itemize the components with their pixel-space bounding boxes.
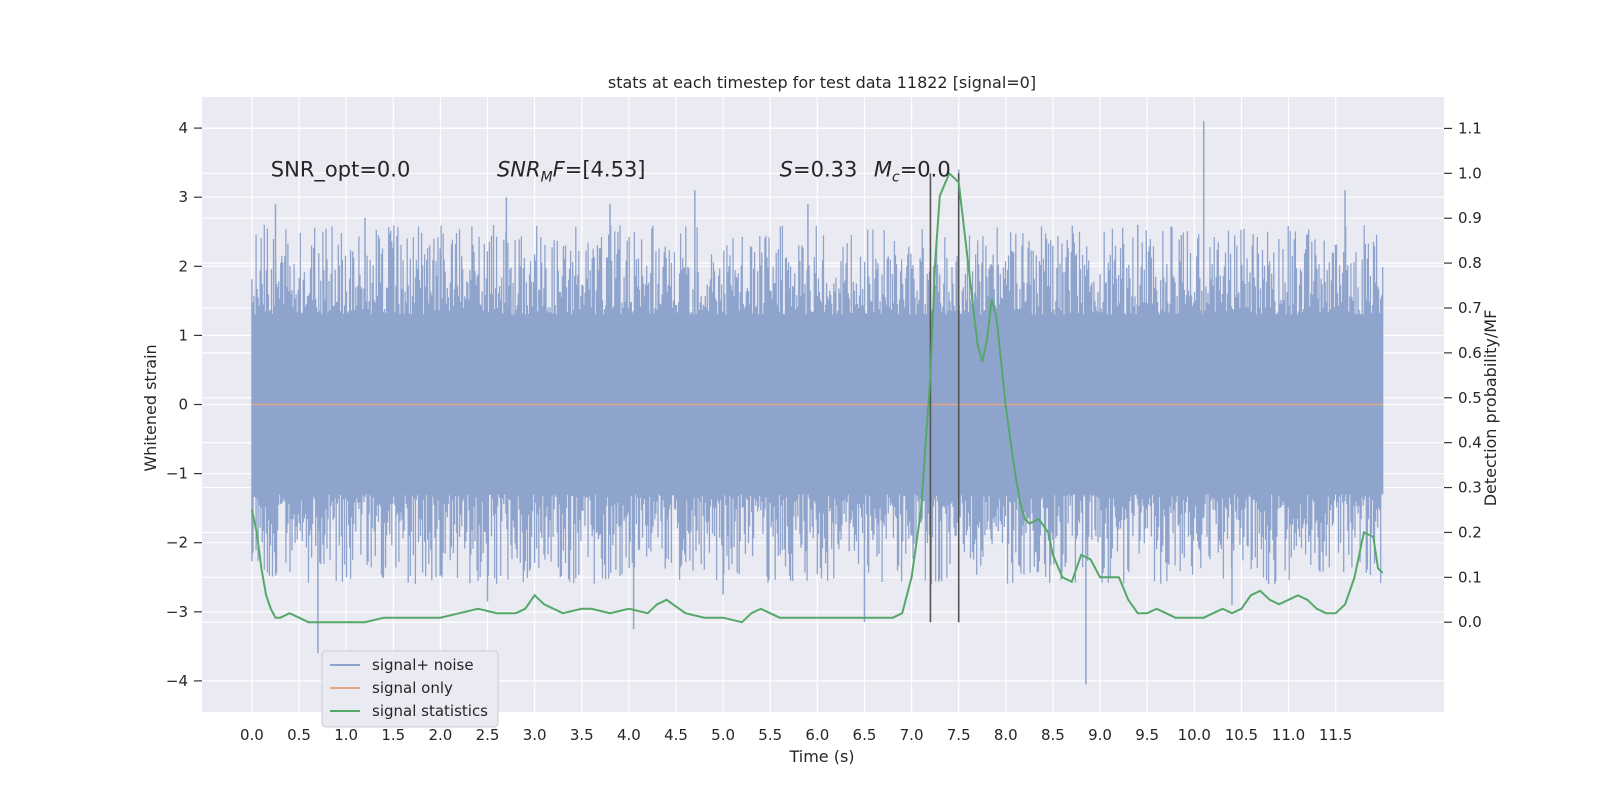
x-tick-label: 3.0 xyxy=(523,726,547,744)
y2-tick-label: 0.9 xyxy=(1458,209,1482,227)
x-tick-label: 10.5 xyxy=(1225,726,1258,744)
annot-snr-opt: SNR_opt=0.0 xyxy=(271,157,411,182)
y-tick-label: 1 xyxy=(178,326,188,344)
y2-tick-label: 0.8 xyxy=(1458,254,1482,272)
x-tick-label: 8.0 xyxy=(994,726,1018,744)
annotations: SNR_opt=0.0 SNRMF=[4.53] S=0.33 Mc=0.0 xyxy=(271,157,951,185)
axes: 0.0 0.5 1.0 1.5 2.0 2.5 3.0 3.5 4.0 4.5 5.0 5.5 6.0 6… xyxy=(166,119,1482,744)
x-tick-label: 5.0 xyxy=(711,726,735,744)
y2-tick-label: 0.0 xyxy=(1458,613,1482,631)
y2-tick-label: 0.2 xyxy=(1458,523,1482,541)
x-tick-label: 2.0 xyxy=(428,726,452,744)
y-tick-label: −3 xyxy=(166,603,188,621)
x-tick-label: 0.5 xyxy=(287,726,311,744)
annot-mc: Mc=0.0 xyxy=(874,157,951,185)
x-tick-label: 7.0 xyxy=(900,726,924,744)
x-tick-label: 3.5 xyxy=(570,726,594,744)
x-tick-label: 10.0 xyxy=(1178,726,1211,744)
x-tick-label: 6.0 xyxy=(805,726,829,744)
x-tick-label: 11.0 xyxy=(1272,726,1305,744)
legend-label-signal-only: signal only xyxy=(372,679,453,697)
signal-statistics-series xyxy=(250,171,1384,624)
x-tick-label: 11.5 xyxy=(1319,726,1352,744)
legend-label-signal-statistics: signal statistics xyxy=(372,702,488,720)
annot-s: S=0.33 xyxy=(780,157,858,181)
x-tick-label: 4.5 xyxy=(664,726,688,744)
event-markers xyxy=(929,173,960,623)
x-tick-label: 8.5 xyxy=(1041,726,1065,744)
x-tick-label: 4.0 xyxy=(617,726,641,744)
y2-tick-label: 0.7 xyxy=(1458,299,1482,317)
x-tick-label: 5.5 xyxy=(758,726,782,744)
x-tick-label: 6.5 xyxy=(853,726,877,744)
y2-tick-label: 0.6 xyxy=(1458,344,1482,362)
legend-label-signal-noise: signal+ noise xyxy=(372,656,474,674)
y2-tick-label: 0.5 xyxy=(1458,389,1482,407)
legend-box xyxy=(321,650,499,728)
annot-snr-mf: SNRMF=[4.53] xyxy=(497,157,646,185)
x-tick-label: 1.0 xyxy=(334,726,358,744)
y2-tick-label: 0.3 xyxy=(1458,479,1482,497)
x-tick-label: 2.5 xyxy=(476,726,500,744)
x-tick-label: 9.0 xyxy=(1088,726,1112,744)
legend: signal+ noise signal only signal statist… xyxy=(321,650,499,728)
y-axis-label: Whitened strain xyxy=(141,344,160,471)
x-tick-label: 0.0 xyxy=(240,726,264,744)
x-axis-label: Time (s) xyxy=(788,747,854,766)
y-tick-label: 2 xyxy=(178,257,188,275)
y2-tick-label: 1.0 xyxy=(1458,164,1482,182)
y-tick-label: 0 xyxy=(178,396,188,414)
y2-tick-label: 0.1 xyxy=(1458,568,1482,586)
y2-tick-label: 1.1 xyxy=(1458,119,1482,137)
y-tick-label: −1 xyxy=(166,465,188,483)
y2-axis-label: Detection probability/MF xyxy=(1481,310,1500,507)
y2-tick-label: 0.4 xyxy=(1458,434,1482,452)
y-tick-label: 3 xyxy=(178,188,188,206)
x-tick-label: 9.5 xyxy=(1135,726,1159,744)
y-tick-label: −2 xyxy=(166,534,188,552)
x-tick-label: 1.5 xyxy=(381,726,405,744)
chart-title: stats at each timestep for test data 118… xyxy=(608,73,1036,92)
y-tick-label: −4 xyxy=(166,672,188,690)
x-tick-label: 7.5 xyxy=(947,726,971,744)
y-tick-label: 4 xyxy=(178,119,188,137)
